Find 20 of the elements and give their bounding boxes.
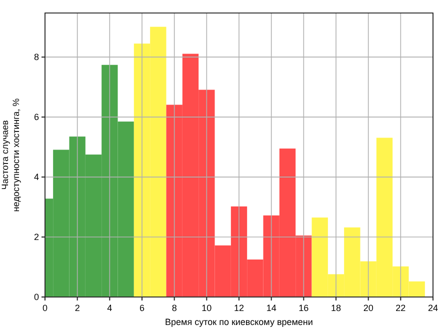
- x-tick-label: 6: [139, 303, 145, 313]
- x-tick-label: 22: [396, 303, 406, 313]
- x-tick-label: 16: [298, 303, 309, 313]
- x-tick-label: 8: [172, 303, 177, 313]
- y-tick-label: 6: [34, 112, 39, 122]
- x-tick-label: 20: [363, 303, 374, 313]
- x-tick-label: 18: [330, 303, 342, 313]
- x-tick-label: 10: [202, 303, 212, 313]
- x-axis-title: Время суток по киевскому времени: [165, 317, 313, 327]
- y-tick-label: 0: [34, 292, 39, 302]
- y-tick-label: 4: [34, 172, 39, 182]
- x-tick-label: 0: [42, 303, 48, 313]
- y-tick-label: 2: [34, 232, 39, 242]
- y-tick-label: 8: [34, 52, 39, 62]
- x-tick-label: 24: [428, 303, 438, 313]
- x-tick-label: 14: [266, 303, 276, 313]
- y-axis-title: Частота случаев недоступности хостинга, %: [0, 98, 21, 212]
- x-tick-label: 12: [234, 303, 244, 313]
- x-tick-label: 2: [74, 303, 80, 313]
- x-tick-label: 4: [107, 303, 112, 313]
